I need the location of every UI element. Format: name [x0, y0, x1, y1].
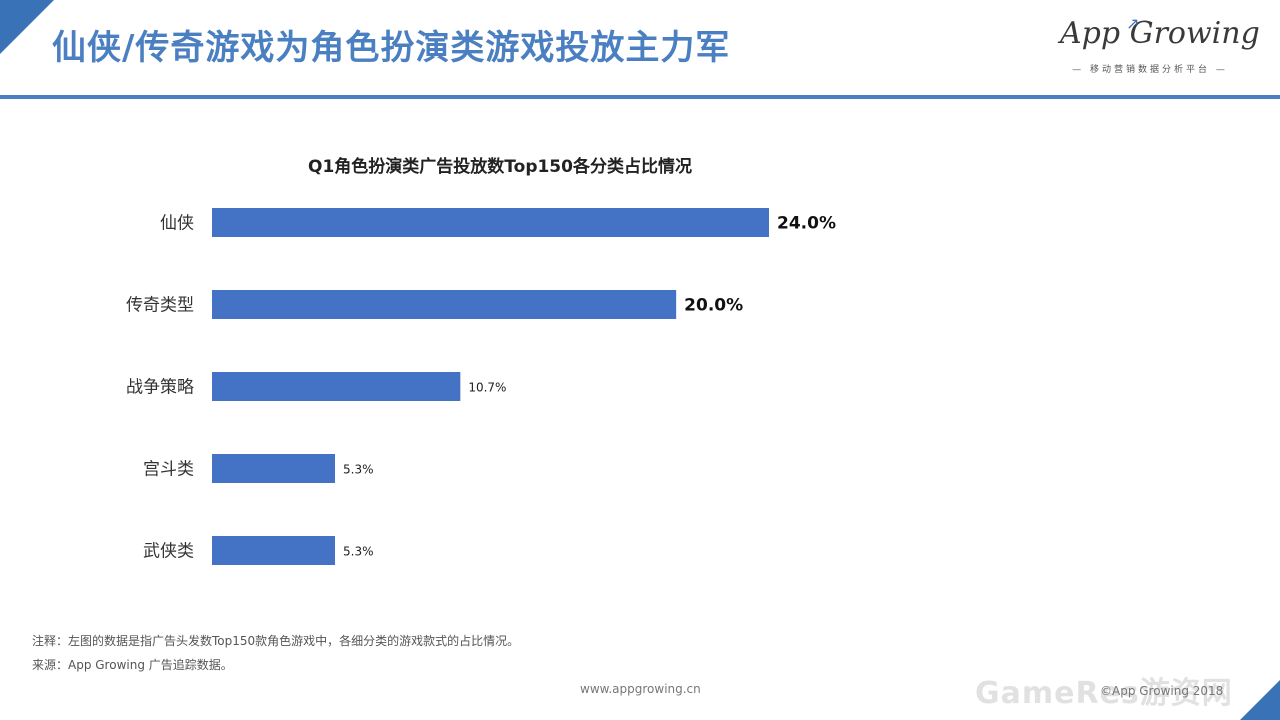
chart-title: Q1角色扮演类广告投放数Top150各分类占比情况 [308, 157, 692, 177]
category-label: 战争策略 [126, 378, 194, 398]
logo-text: App Growing [1060, 16, 1260, 51]
data-source: 来源：App Growing 广告追踪数据。 [32, 658, 233, 672]
bar-4 [212, 536, 336, 565]
category-label: 宫斗类 [143, 460, 194, 480]
bar-2 [212, 372, 461, 401]
watermark: GameRes游资网 [975, 676, 1233, 711]
value-label: 24.0% [777, 214, 836, 234]
arrow-up-icon: ↗ [1126, 14, 1140, 33]
bar-0 [212, 208, 769, 237]
category-label: 仙侠 [160, 214, 194, 234]
category-label: 传奇类型 [126, 296, 194, 316]
website-link[interactable]: www.appgrowing.cn [580, 682, 701, 696]
corner-decoration-bottom [1240, 680, 1280, 720]
copyright: ©App Growing 2018 [1100, 684, 1224, 698]
corner-decoration [0, 0, 54, 54]
header-divider [0, 95, 1280, 99]
logo-subtitle: — 移动营销数据分析平台 — [1072, 65, 1228, 75]
app-growing-logo: App Growing ↗ — 移动营销数据分析平台 — [1060, 14, 1260, 76]
value-label: 5.3% [343, 545, 374, 559]
bar-1 [212, 290, 677, 319]
chart-note: 注释：左图的数据是指广告头发数Top150款角色游戏中，各细分类的游戏款式的占比… [32, 634, 520, 648]
value-label: 5.3% [343, 463, 374, 477]
value-label: 10.7% [468, 381, 506, 395]
category-label: 武侠类 [143, 542, 194, 562]
page-title: 仙侠/传奇游戏为角色扮演类游戏投放主力军 [52, 28, 731, 68]
value-label: 20.0% [684, 296, 743, 316]
bar-3 [212, 454, 336, 483]
